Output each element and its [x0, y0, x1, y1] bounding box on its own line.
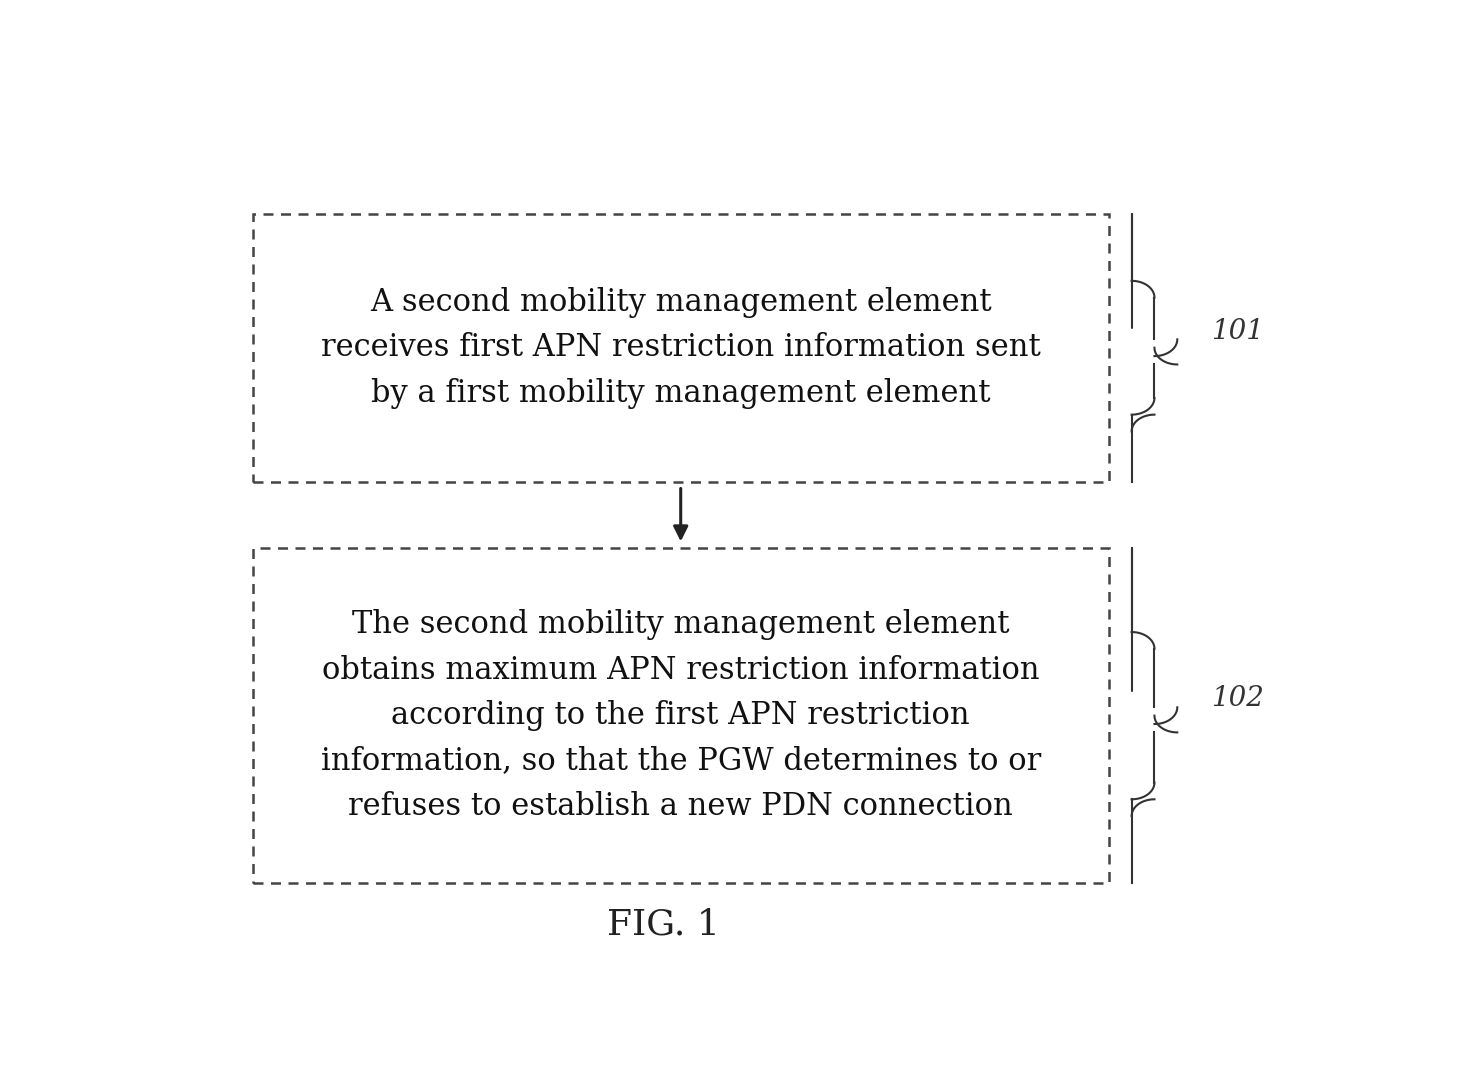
Text: 102: 102 [1212, 685, 1264, 712]
Bar [253, 548, 1109, 883]
Text: 101: 101 [1212, 317, 1264, 344]
Bar [253, 214, 1109, 481]
Text: FIG. 1: FIG. 1 [607, 908, 720, 942]
Text: The second mobility management element
obtains maximum APN restriction informati: The second mobility management element o… [321, 609, 1041, 822]
Text: A second mobility management element
receives first APN restriction information : A second mobility management element rec… [321, 287, 1040, 408]
